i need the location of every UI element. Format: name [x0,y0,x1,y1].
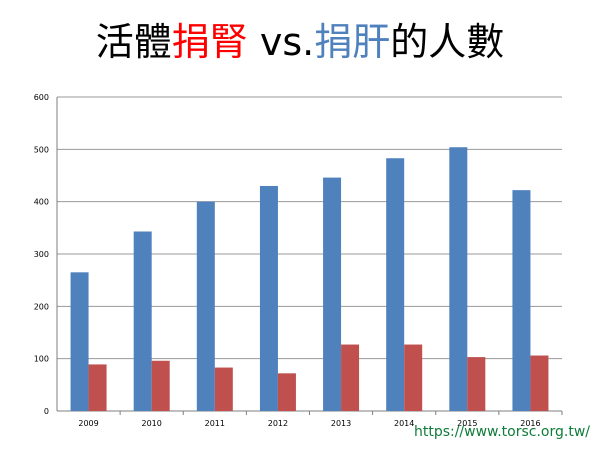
bar-series2-2012 [277,373,296,411]
x-tick-label: 2016 [520,419,540,428]
y-tick-label: 200 [34,302,49,311]
x-tick-label: 2010 [142,419,162,428]
bar-series2-2010 [151,360,170,411]
bar-series1-2015 [449,147,468,412]
bar-series2-2014 [404,344,423,411]
title-part-1: 活體 [95,20,172,64]
y-tick-label: 600 [34,93,49,102]
bar-series2-2009 [88,364,107,411]
y-tick-label: 300 [34,250,49,259]
x-tick-label: 2014 [394,419,414,428]
x-tick-label: 2009 [78,419,98,428]
y-tick-label: 400 [34,198,49,207]
x-tick-label: 2011 [205,419,225,428]
title-part-3: vs. [247,20,315,64]
bar-series1-2016 [512,190,531,411]
bar-series1-2012 [259,185,278,411]
x-tick-label: 2012 [268,419,288,428]
title-part-4: 捐肝 [314,20,391,64]
source-link[interactable]: https://www.torsc.org.tw/ [413,424,590,440]
bar-series1-2014 [386,158,405,411]
x-tick-label: 2015 [457,419,477,428]
bar-series1-2011 [196,201,215,411]
bar-series2-2013 [341,344,360,411]
y-tick-label: 500 [34,145,49,154]
title-part-2: 捐腎 [171,20,248,64]
bar-series2-2016 [530,355,549,411]
y-tick-label: 100 [34,355,49,364]
y-tick-label: 0 [44,407,49,416]
bar-series1-2010 [133,231,152,411]
bar-series2-2015 [467,357,486,411]
bar-series1-2009 [70,272,89,411]
chart-title: 活體捐腎 vs.捐肝的人數 [0,16,600,68]
bar-series2-2011 [214,367,233,411]
x-tick-label: 2013 [331,419,351,428]
title-part-5: 的人數 [390,20,505,64]
bar-series1-2013 [323,177,342,411]
